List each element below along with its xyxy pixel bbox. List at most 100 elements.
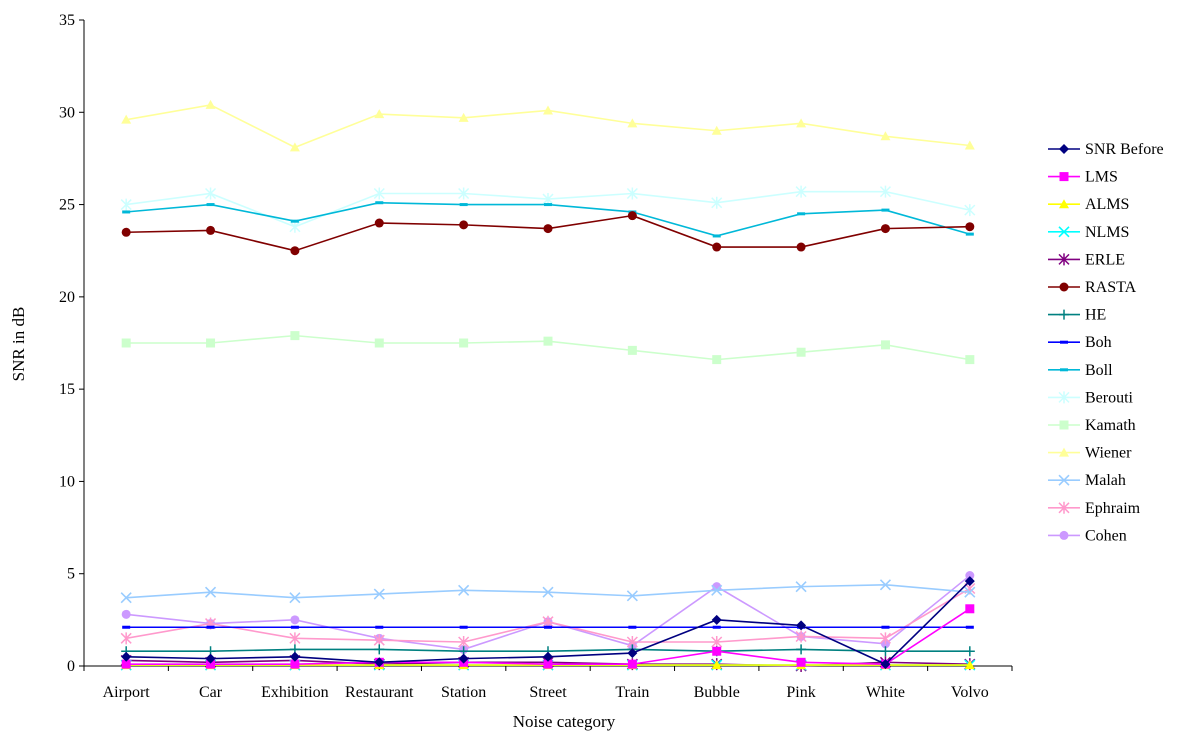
legend-marker — [1058, 501, 1070, 514]
data-point — [122, 625, 131, 629]
x-tick-label: Bubble — [694, 684, 740, 701]
data-point — [881, 625, 890, 629]
data-point — [711, 584, 723, 596]
legend-item: Kamath — [1048, 417, 1136, 434]
data-point — [795, 581, 807, 593]
legend-item: SNR Before — [1048, 141, 1164, 158]
legend-item: Boll — [1048, 362, 1113, 379]
series-line — [126, 214, 970, 252]
series-layer — [120, 99, 976, 672]
data-point — [120, 632, 132, 645]
data-point — [965, 625, 974, 629]
series-malah — [120, 579, 976, 604]
legend-label: RASTA — [1085, 279, 1137, 296]
data-point — [204, 586, 217, 598]
legend-label: Cohen — [1085, 527, 1127, 544]
x-tick-label: Airport — [103, 684, 151, 701]
x-tick-label: Volvo — [951, 684, 989, 701]
data-point — [965, 571, 975, 581]
data-point — [458, 636, 470, 649]
data-point — [120, 592, 132, 604]
legend-label: Boh — [1085, 334, 1112, 351]
data-point — [375, 201, 384, 205]
legend-label: NLMS — [1085, 224, 1129, 241]
data-point — [206, 203, 215, 207]
x-axis-title: Noise category — [513, 712, 616, 731]
data-point — [880, 340, 890, 350]
legend-item: Ephraim — [1048, 500, 1141, 517]
data-point — [712, 242, 722, 252]
data-point — [206, 625, 215, 629]
legend-label: ALMS — [1085, 196, 1129, 213]
data-point — [459, 220, 469, 230]
legend-marker — [1060, 340, 1068, 344]
legend-label: Berouti — [1085, 389, 1134, 406]
data-point — [796, 118, 807, 128]
y-tick-label: 10 — [59, 473, 75, 490]
x-tick-label: Exhibition — [261, 684, 329, 701]
data-point — [543, 336, 553, 346]
data-point — [289, 142, 300, 152]
data-point — [290, 615, 300, 625]
data-point — [289, 592, 301, 604]
legend-label: Ephraim — [1085, 500, 1141, 517]
data-point — [290, 246, 300, 256]
legend-marker — [1059, 282, 1069, 292]
data-point — [543, 105, 553, 115]
data-point — [121, 227, 131, 237]
legend-item: Berouti — [1048, 389, 1134, 406]
data-point — [542, 615, 554, 628]
y-axis-title: SNR in dB — [9, 307, 28, 382]
y-tick-label: 15 — [59, 381, 75, 398]
legend-label: SNR Before — [1085, 141, 1164, 158]
data-point — [373, 634, 385, 647]
legend-item: HE — [1048, 307, 1106, 324]
legend-item: RASTA — [1048, 279, 1137, 296]
data-point — [374, 109, 385, 119]
legend: SNR Before LMS ALMS NLMS ERLE RASTA HE Boh Boll B… — [1048, 141, 1164, 544]
y-tick-label: 20 — [59, 289, 75, 306]
legend-marker — [1058, 226, 1070, 238]
data-point — [122, 210, 131, 214]
data-point — [712, 625, 721, 629]
legend-item: Wiener — [1048, 445, 1132, 462]
legend-item: ALMS — [1048, 196, 1129, 213]
data-point — [712, 646, 722, 656]
data-point — [542, 193, 554, 206]
data-point — [290, 659, 300, 669]
x-tick-label: Train — [615, 684, 649, 701]
data-point — [458, 187, 470, 200]
data-point — [628, 625, 637, 629]
data-point — [711, 196, 723, 209]
data-point — [544, 203, 552, 207]
data-point — [627, 345, 637, 355]
data-point — [543, 224, 553, 234]
data-point — [290, 331, 300, 341]
data-point — [879, 185, 891, 198]
data-point — [375, 625, 384, 629]
y-tick-label: 30 — [59, 104, 75, 121]
data-point — [205, 187, 217, 200]
data-point — [290, 219, 299, 223]
data-point — [711, 636, 723, 649]
legend-marker — [1058, 474, 1070, 486]
y-tick-label: 0 — [67, 658, 75, 675]
series-wiener — [121, 99, 975, 152]
data-point — [373, 187, 385, 200]
legend-marker — [1058, 253, 1070, 266]
data-point — [881, 208, 890, 212]
data-point — [205, 653, 216, 664]
data-point — [796, 242, 806, 252]
x-tick-label: Pink — [786, 684, 815, 701]
data-point — [543, 659, 553, 669]
data-point — [289, 220, 301, 233]
data-point — [289, 651, 300, 662]
legend-label: Malah — [1085, 472, 1126, 489]
legend-marker — [1059, 144, 1069, 154]
x-tick-label: Restaurant — [345, 684, 414, 701]
data-point — [964, 204, 976, 217]
data-point — [627, 659, 637, 669]
data-point — [627, 211, 637, 221]
data-point — [879, 632, 891, 645]
